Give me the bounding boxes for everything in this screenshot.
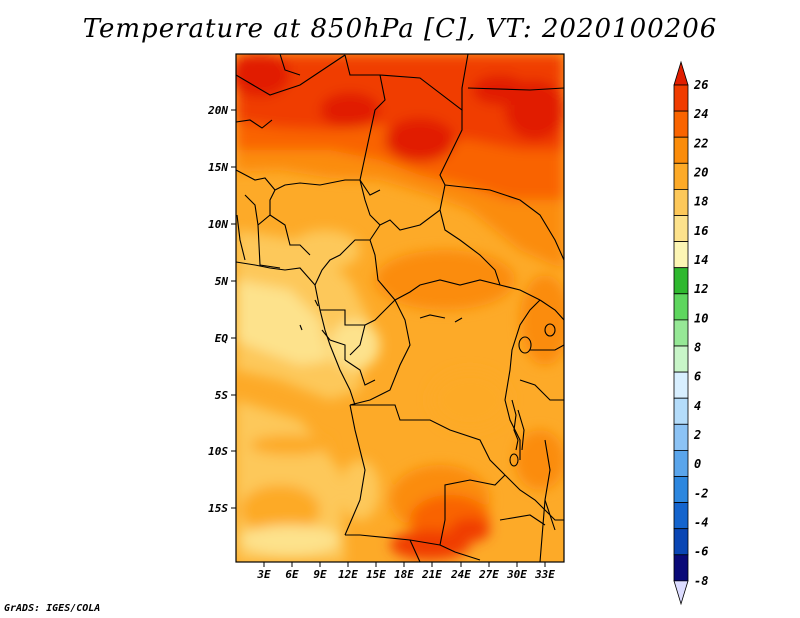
svg-text:30E: 30E	[506, 568, 527, 581]
country-borders	[236, 54, 564, 562]
svg-text:9E: 9E	[313, 568, 327, 581]
colorbar-label: -2	[694, 486, 708, 500]
map-title: Temperature at 850hPa [C], VT: 202010020…	[82, 14, 718, 44]
colorbar-label: 8	[694, 341, 701, 355]
colorbar-label: -6	[694, 545, 708, 559]
svg-text:27E: 27E	[478, 568, 499, 581]
lon-tick: 27E	[478, 562, 499, 581]
colorbar-swatch	[673, 319, 689, 347]
colorbar-label: 24	[693, 107, 708, 121]
colorbar-label: 14	[694, 253, 708, 267]
lat-tick: 15S	[208, 502, 236, 515]
svg-text:33E: 33E	[534, 568, 555, 581]
svg-text:5S: 5S	[215, 389, 229, 402]
lat-tick: 20N	[207, 104, 236, 117]
colorbar-arrow-bottom	[673, 580, 689, 606]
svg-text:10S: 10S	[208, 445, 228, 458]
svg-text:15E: 15E	[366, 568, 386, 581]
colorbar-swatch	[673, 84, 689, 112]
colorbar-label: 2	[693, 428, 701, 442]
svg-text:12E: 12E	[338, 568, 358, 581]
lat-tick: 5S	[215, 389, 236, 402]
colorbar-label: 18	[694, 195, 708, 209]
colorbar-swatch	[673, 345, 689, 373]
colorbar-swatch	[673, 136, 689, 164]
lat-tick: 5N	[215, 275, 236, 288]
svg-text:18E: 18E	[394, 568, 414, 581]
svg-text:20N: 20N	[207, 104, 228, 117]
svg-text:3E: 3E	[256, 568, 271, 581]
colorbar-label: 22	[693, 136, 708, 150]
colorbar-label: 6	[694, 370, 701, 384]
colorbar-swatch	[673, 188, 689, 216]
colorbar-label: 10	[694, 311, 708, 325]
colorbar-arrow-top	[673, 60, 689, 86]
colorbar-swatch	[673, 162, 689, 190]
colorbar-label: -4	[694, 516, 708, 530]
lon-tick: 9E	[313, 562, 327, 581]
lat-tick: 10N	[208, 218, 236, 231]
colorbar-swatch	[673, 449, 689, 477]
temperature-field	[236, 54, 564, 562]
colorbar-swatch	[673, 397, 689, 425]
lon-tick: 6E	[285, 562, 299, 581]
lon-tick: 12E	[338, 562, 358, 581]
colorbar-swatch	[673, 476, 689, 504]
svg-text:10N: 10N	[208, 218, 228, 231]
lon-tick: 33E	[534, 562, 555, 581]
colorbar-label: -8	[694, 574, 708, 588]
colorbar-label: 0	[694, 457, 701, 471]
lon-tick: 24E	[450, 562, 471, 581]
lon-tick: 15E	[366, 562, 386, 581]
svg-text:EQ: EQ	[215, 332, 229, 345]
longitude-axis: 3E 6E 9E 12E 15E 18E 21E 24E 27E 30E 33E	[256, 562, 555, 581]
colorbar-swatch	[673, 423, 689, 451]
colorbar-swatch	[673, 371, 689, 399]
latitude-axis: 20N 15N 10N 5N EQ 5S 10S 15S	[207, 104, 236, 515]
lat-tick: 10S	[208, 445, 236, 458]
colorbar-swatch	[673, 528, 689, 556]
colorbar-swatch	[673, 293, 689, 321]
colorbar-swatch	[673, 554, 689, 582]
lon-tick: 18E	[394, 562, 414, 581]
colorbar-label: 12	[694, 282, 708, 296]
colorbar-swatch	[673, 241, 689, 269]
lat-tick: EQ	[215, 332, 236, 345]
colorbar-swatch	[673, 110, 689, 138]
lat-tick: 15N	[208, 161, 236, 174]
svg-text:24E: 24E	[450, 568, 471, 581]
lon-tick: 30E	[506, 562, 527, 581]
svg-text:6E: 6E	[285, 568, 299, 581]
lon-tick: 21E	[421, 562, 442, 581]
map-frame	[235, 53, 565, 563]
svg-text:15S: 15S	[208, 502, 228, 515]
colorbar-swatch	[673, 267, 689, 295]
svg-text:5N: 5N	[215, 275, 229, 288]
svg-text:15N: 15N	[208, 161, 228, 174]
footer-credit: GrADS: IGES/COLA	[4, 603, 101, 614]
colorbar-label: 26	[693, 78, 708, 92]
svg-text:21E: 21E	[421, 568, 442, 581]
colorbar-swatch	[673, 215, 689, 243]
colorbar-swatch	[673, 502, 689, 530]
colorbar-label: 20	[693, 166, 708, 180]
colorbar-label: 16	[694, 224, 708, 238]
lon-tick: 3E	[256, 562, 271, 581]
colorbar-label: 4	[694, 399, 701, 413]
